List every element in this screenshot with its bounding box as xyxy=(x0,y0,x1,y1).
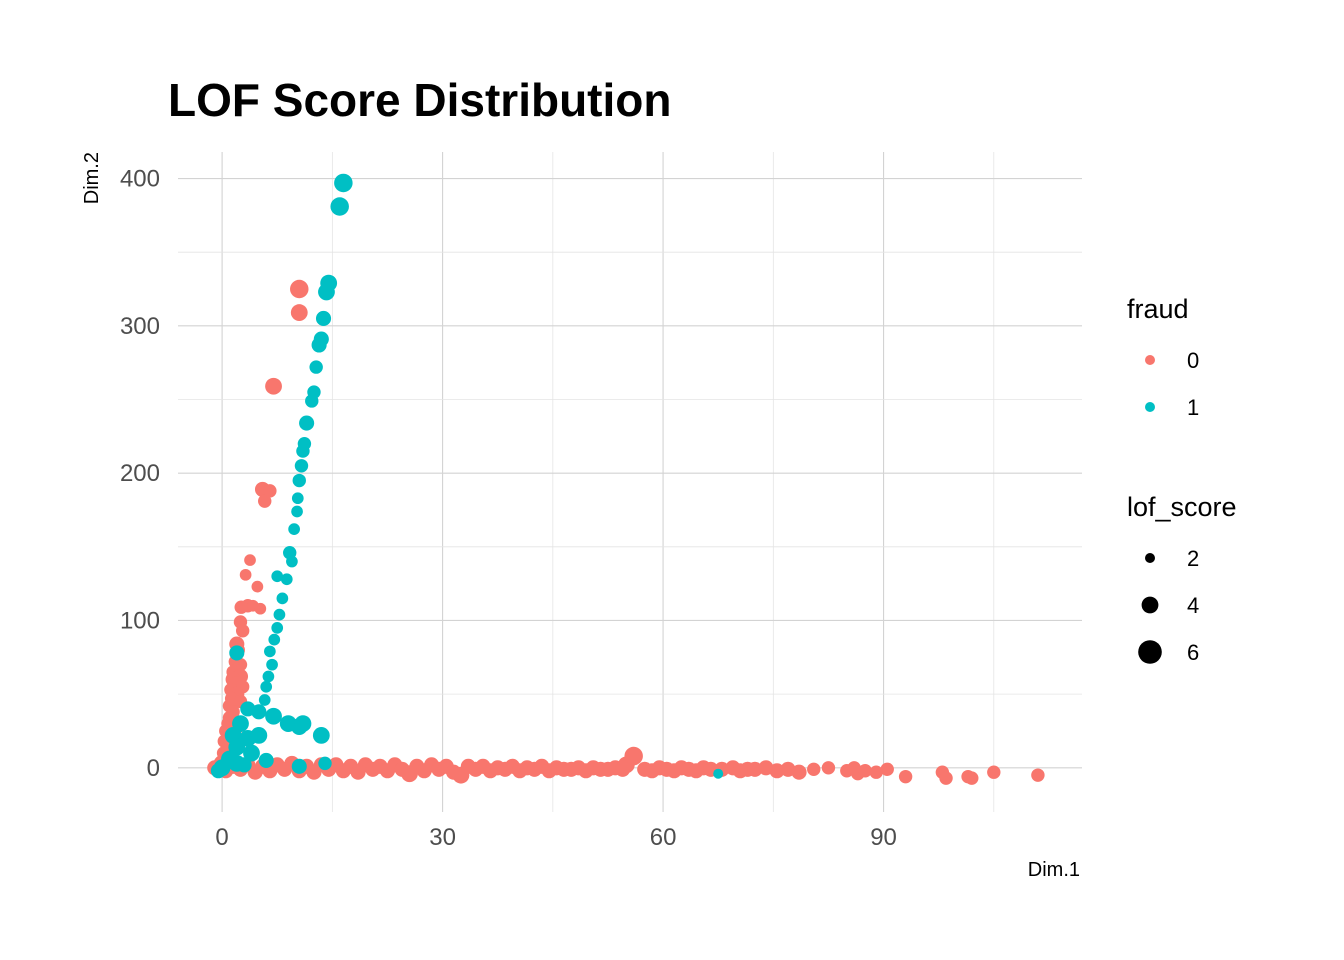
data-point-fraud-1 xyxy=(229,645,245,661)
data-point-fraud-1 xyxy=(309,360,323,374)
data-point-fraud-0 xyxy=(254,602,267,615)
chart-title: LOF Score Distribution xyxy=(168,74,671,126)
data-point-fraud-0 xyxy=(807,762,821,776)
data-point-fraud-1 xyxy=(318,756,332,771)
data-point-fraud-0 xyxy=(624,746,643,766)
data-point-fraud-1 xyxy=(299,415,315,431)
legend-label-lof-6: 6 xyxy=(1187,640,1199,665)
x-axis-title: Dim.1 xyxy=(1028,859,1080,881)
data-point-fraud-1 xyxy=(330,197,349,216)
data-point-fraud-1 xyxy=(288,523,300,535)
data-point-fraud-1 xyxy=(280,573,293,586)
data-point-fraud-1 xyxy=(265,707,282,725)
x-tick-label: 0 xyxy=(215,824,228,851)
data-point-fraud-0 xyxy=(290,304,308,321)
y-axis-title: Dim.2 xyxy=(81,152,103,204)
data-point-fraud-0 xyxy=(747,761,763,777)
data-point-fraud-1 xyxy=(334,173,353,193)
data-point-fraud-1 xyxy=(276,592,289,605)
data-point-fraud-1 xyxy=(243,744,260,762)
data-point-fraud-0 xyxy=(239,568,252,581)
data-point-fraud-1 xyxy=(311,337,327,353)
x-tick-label: 60 xyxy=(650,824,677,851)
data-point-fraud-0 xyxy=(265,377,282,395)
y-tick-label: 300 xyxy=(120,313,160,340)
data-point-fraud-0 xyxy=(791,764,807,780)
size-legend-title: lof_score xyxy=(1127,492,1237,522)
data-point-fraud-1 xyxy=(291,492,304,505)
data-point-fraud-0 xyxy=(821,761,836,775)
data-point-fraud-1 xyxy=(286,555,298,568)
data-point-fraud-1 xyxy=(264,645,276,658)
data-point-fraud-1 xyxy=(258,694,271,706)
data-point-fraud-1 xyxy=(291,505,303,518)
data-point-fraud-1 xyxy=(262,670,275,683)
data-point-fraud-1 xyxy=(296,444,310,458)
data-point-fraud-0 xyxy=(880,762,894,776)
data-point-fraud-0 xyxy=(258,494,272,508)
y-tick-label: 100 xyxy=(120,607,160,634)
legend-label-lof-2: 2 xyxy=(1187,546,1199,571)
plot-points xyxy=(207,173,1045,785)
data-point-fraud-1 xyxy=(291,758,307,774)
data-point-fraud-0 xyxy=(869,765,883,779)
data-point-fraud-1 xyxy=(318,283,335,301)
data-point-fraud-1 xyxy=(258,752,274,768)
data-point-fraud-0 xyxy=(290,279,309,299)
data-point-fraud-1 xyxy=(268,633,281,646)
data-point-fraud-1 xyxy=(250,726,268,744)
data-point-fraud-0 xyxy=(965,771,979,785)
data-point-fraud-0 xyxy=(769,763,785,779)
data-point-fraud-0 xyxy=(251,580,264,593)
data-point-fraud-1 xyxy=(294,715,312,733)
color-legend-title: fraud xyxy=(1127,294,1189,324)
legend-label-lof-4: 4 xyxy=(1187,593,1199,618)
data-point-fraud-1 xyxy=(271,570,284,583)
legend-label-fraud-1: 1 xyxy=(1187,395,1199,420)
data-point-fraud-0 xyxy=(898,769,913,784)
data-point-fraud-0 xyxy=(939,771,953,785)
data-point-fraud-1 xyxy=(210,763,226,779)
data-point-fraud-1 xyxy=(292,473,306,488)
legend-key-lof-4 xyxy=(1141,596,1159,614)
legend-key-fraud-1 xyxy=(1145,402,1155,412)
y-tick-label: 200 xyxy=(120,460,160,487)
legend-key-fraud-0 xyxy=(1145,355,1155,365)
y-tick-label: 0 xyxy=(147,755,160,782)
data-point-fraud-1 xyxy=(713,768,724,779)
y-tick-label: 400 xyxy=(120,166,160,193)
data-point-fraud-0 xyxy=(235,624,250,638)
legend: fraud 0 1 lof_score 2 4 6 xyxy=(1127,294,1237,665)
legend-key-lof-6 xyxy=(1138,640,1162,664)
data-point-fraud-0 xyxy=(234,600,248,614)
x-tick-label: 90 xyxy=(870,824,897,851)
legend-key-lof-2 xyxy=(1145,553,1155,563)
data-point-fraud-1 xyxy=(273,608,286,621)
data-point-fraud-1 xyxy=(315,310,332,327)
data-point-fraud-0 xyxy=(1031,768,1045,782)
data-point-fraud-1 xyxy=(271,621,284,634)
plot-grid xyxy=(178,152,1082,812)
data-point-fraud-1 xyxy=(260,680,273,693)
data-point-fraud-1 xyxy=(305,394,319,408)
x-tick-label: 30 xyxy=(429,824,456,851)
data-point-fraud-0 xyxy=(987,765,1001,779)
data-point-fraud-0 xyxy=(858,764,872,778)
legend-label-fraud-0: 0 xyxy=(1187,348,1199,373)
data-point-fraud-0 xyxy=(847,761,861,775)
data-point-fraud-0 xyxy=(244,554,256,566)
data-point-fraud-1 xyxy=(294,459,309,473)
data-point-fraud-1 xyxy=(236,757,252,773)
data-point-fraud-1 xyxy=(266,658,278,671)
data-point-fraud-1 xyxy=(312,726,330,744)
axis-ticks: 0 30 60 90 0 100 200 300 400 xyxy=(120,166,897,851)
data-point-fraud-0 xyxy=(263,484,277,498)
data-point-fraud-1 xyxy=(251,704,267,720)
